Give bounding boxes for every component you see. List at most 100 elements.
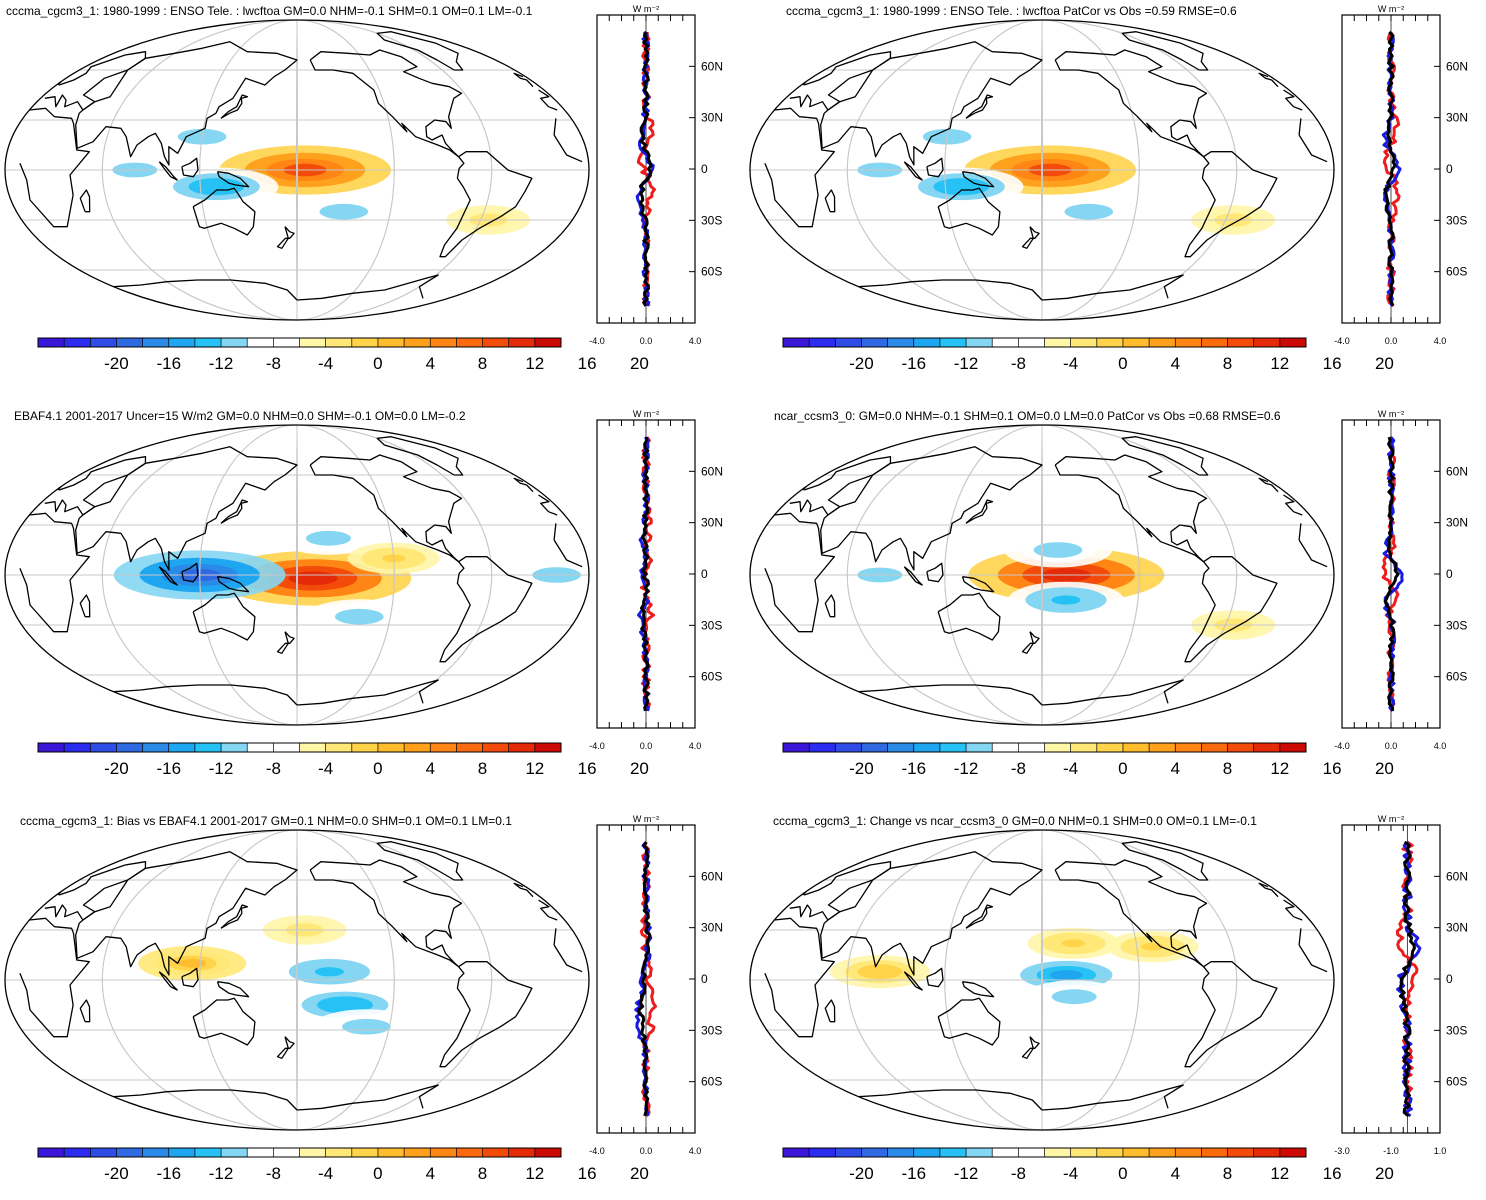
map-border [4,424,590,726]
coastline-europe [789,456,1303,516]
colorbar-box [939,1148,967,1157]
colorbar-box [430,743,457,752]
zonal-ytick-label: 30N [1446,516,1468,530]
map-border [4,829,590,1131]
colorbar-box [1044,338,1071,347]
colorbar-box [64,743,91,752]
colorbar-label: -8 [266,759,281,778]
anomaly-maritime-continent [945,181,977,192]
coastline-sumatra [903,161,923,181]
coastline-namerica [1054,859,1208,968]
coastline-sumatra [903,566,923,586]
coastline-madagascar [824,594,836,618]
colorbar-box [534,1148,562,1157]
colorbar-label: -12 [954,759,979,778]
colorbar-box [90,1148,117,1157]
colorbar-box [194,743,222,752]
panel-title: cccma_cgcm3_1: 1980-1999 : ENSO Tele. : … [6,4,533,18]
zonal-xtick-label: 4.0 [689,741,702,751]
coastline-australia [192,592,256,641]
colorbar-label: 0 [373,1164,382,1183]
colorbar-label: 16 [578,354,597,373]
zonal-ytick-label: 30S [701,213,722,227]
anomaly-south-pacific [1051,595,1081,605]
zonal-ytick-label: 0 [1446,567,1453,581]
coastline-africa [764,917,1328,1038]
colorbar-box [835,743,862,752]
zonal-xtick-label: 0.0 [1385,741,1398,751]
colorbar-box [783,743,810,752]
coastline-newguinea [216,171,250,188]
colorbar-box [430,338,457,347]
colorbar-label: -4 [318,1164,333,1183]
colorbar-box [1253,1148,1281,1157]
colorbar-label: 4 [426,1164,435,1183]
colorbar-box [168,338,196,347]
zonal-ytick-label: 60S [701,265,722,279]
coastline-namerica [1054,454,1208,563]
zonal-xtick-label: -1.0 [1383,1146,1399,1156]
colorbar-label: 20 [630,1164,649,1183]
coastline-africa [764,512,1328,633]
map-panel-2: cccma_cgcm3_1: 1980-1999 : ENSO Tele. : … [745,0,1485,390]
anomaly-south-pacific [345,612,373,621]
zonal-ytick-label: 30N [701,921,723,935]
colorbar-label: 12 [525,759,544,778]
coastline-japan [220,94,249,119]
colorbar-box [142,1148,170,1157]
colorbar-label: -8 [1011,759,1026,778]
colorbar-box [887,338,915,347]
coastline-europe [789,51,1303,111]
colorbar-label: -8 [266,354,281,373]
colorbar-label: 12 [525,354,544,373]
colorbar-box [377,743,405,752]
graticule-lon [101,425,493,725]
colorbar-frame [782,742,1307,753]
colorbar-box [1070,1148,1098,1157]
zonal-unit-label: W m⁻² [633,409,659,419]
coastline-samerica [439,556,533,663]
colorbar-box [90,743,117,752]
coastline-newzealand [1021,631,1040,654]
colorbar-box [887,1148,915,1157]
zonal-xtick-label: 4.0 [689,336,702,346]
coastline-borneo [181,562,199,583]
panel-graphics: -20 -16 -12 -8 -4 0 4 8 12 16 20 60N 30N 0 30S 60S -4.0 0… [4,409,723,778]
coastline-japan [965,94,994,119]
coastline-newzealand [276,631,295,654]
coastline-madagascar [824,999,836,1023]
colorbar-box [966,743,993,752]
colorbar-box [1253,743,1281,752]
colorbar-label: 20 [1375,1164,1394,1183]
map-border [749,424,1335,726]
coastline-namerica [309,454,463,563]
colorbar-box [1070,743,1098,752]
colorbar-label: -20 [104,759,129,778]
map-body [5,425,589,725]
colorbar-box [273,1148,300,1157]
coastline-borneo [181,967,199,988]
colorbar-box [456,743,483,752]
colorbar-box [1227,743,1254,752]
colorbar-box [273,338,300,347]
zonal-line-mean [637,841,651,1117]
coastline-newguinea [961,981,995,998]
anomaly-south-pacific-band [352,1022,380,1031]
coastline-britain [802,72,1279,88]
colorbar-box [1149,338,1176,347]
colorbar-box [887,743,915,752]
coastline-greenland [1121,436,1209,476]
zonal-ytick-label: 60S [701,1075,722,1089]
colorbar-box [861,743,888,752]
colorbar-box [809,743,836,752]
zonal-xtick-label: 0.0 [1385,336,1398,346]
colorbar-box [116,1148,143,1157]
colorbar-box [1018,338,1045,347]
zonal-xtick-label: 4.0 [689,1146,702,1156]
colorbar-box [1227,338,1254,347]
coastline-newzealand [1021,1036,1040,1059]
zonal-line-mean [1383,436,1400,711]
panel-graphics: -20 -16 -12 -8 -4 0 4 8 12 16 20 60N 30N 0 30S 60S -4.0 0… [749,4,1468,373]
coastline-newguinea [216,576,250,593]
zonal-ytick-label: 30N [1446,921,1468,935]
